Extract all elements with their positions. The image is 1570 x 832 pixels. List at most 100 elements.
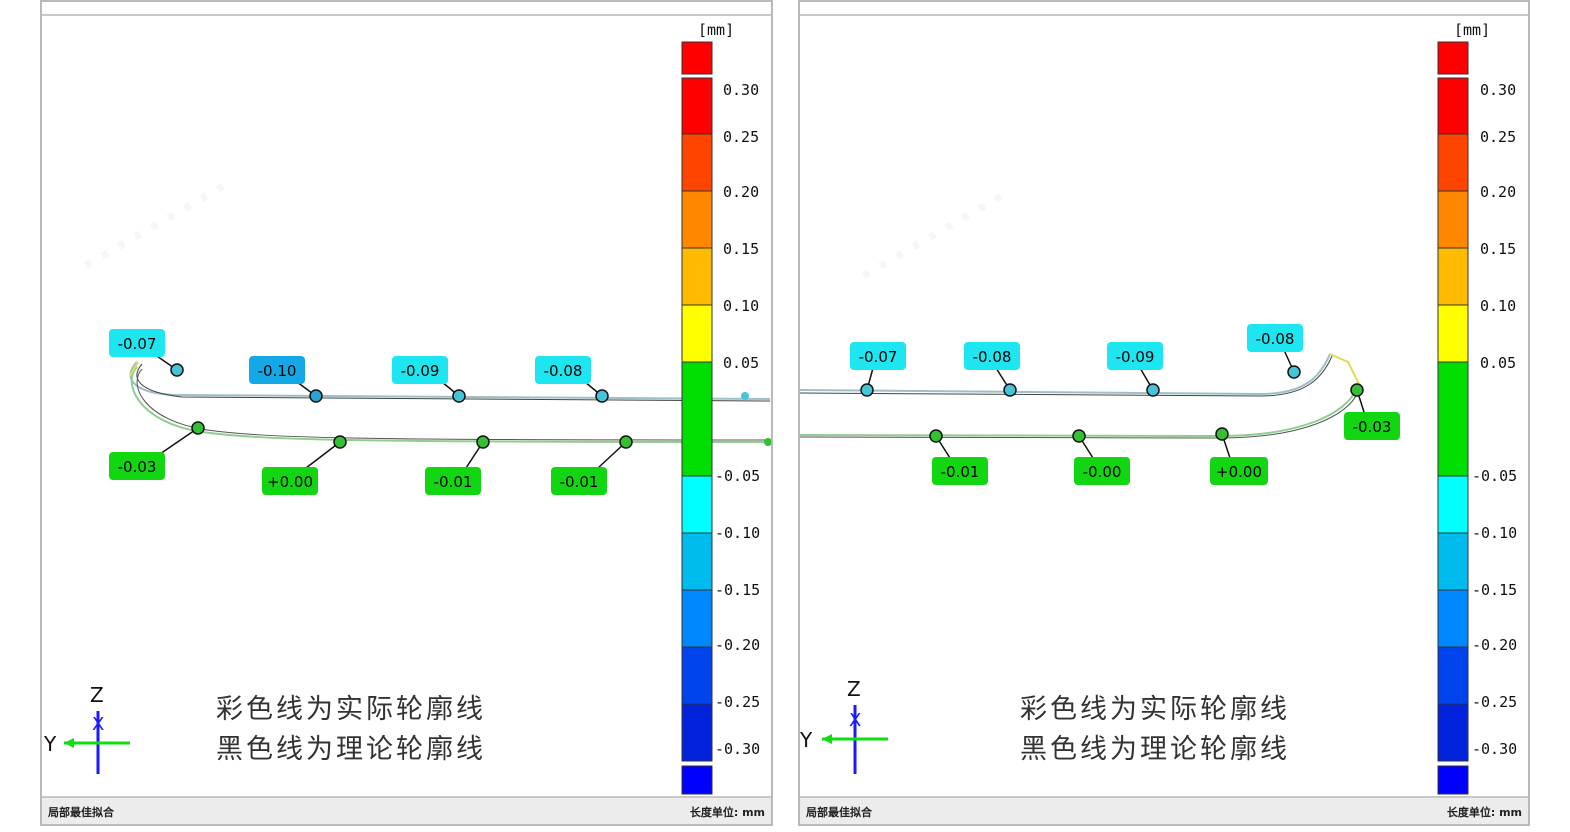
callout-top-1[interactable]: -0.07 [109,329,184,377]
svg-text:-0.03: -0.03 [118,458,157,476]
right-viewport[interactable]: ......... -0.07 -0.08 -0.09 [800,2,1528,798]
callout-bottom-4[interactable]: -0.03 [1344,383,1400,440]
svg-text:-0.08: -0.08 [973,348,1012,366]
svg-text:-0.09: -0.09 [401,362,440,380]
scale-band-band_020 [1437,190,1469,249]
scale-band-under [1437,765,1469,795]
svg-text:-0.01: -0.01 [434,473,473,491]
axis-triad: X Z Y [43,683,130,774]
actual-profile-lower [800,389,1357,438]
svg-text:-0.00: -0.00 [1083,463,1122,481]
theory-profile-upper [136,363,771,402]
scale-tick-label: 0.15 [1480,240,1516,258]
scale-tick-label: -0.10 [715,524,760,542]
callout-top-2[interactable]: -0.10 [249,356,323,403]
panel-footer: 局部最佳拟合 长度单位: mm [800,796,1528,824]
svg-text:-0.07: -0.07 [118,335,157,353]
scale-tick-label: 0.20 [1480,183,1516,201]
scale-tick-label: 0.30 [1480,81,1516,99]
footer-length-unit: 长度单位: mm [1446,806,1522,819]
legend-line-actual: 彩色线为实际轮廓线 [1020,694,1290,725]
left-panel: ......... -0.07 -0.10 -0.09 [40,0,773,826]
scale-tick-label: 0.25 [1480,128,1516,146]
scale-band-band_m010 [681,532,713,591]
callout-top-1[interactable]: -0.07 [850,342,906,397]
watermark: ......... [833,149,1017,295]
x-axis-cross-icon: X [849,710,861,731]
scale-band-band_025 [681,133,713,192]
panel-top-bar [42,2,771,16]
svg-text:-0.03: -0.03 [1353,418,1392,436]
scale-band-band_m025 [681,703,713,762]
scale-band-band_m005 [1437,475,1469,534]
axis-y-label: Y [800,728,813,752]
scale-band-over [681,41,713,75]
scale-band-band_015 [1437,247,1469,306]
theory-profile-upper [800,355,1333,397]
color-scale-bar: [mm] 0.30 0.25 0.20 0.15 0.10 0.05 -0.05 -0.10 -… [681,21,760,795]
callout-top-3[interactable]: -0.09 [1107,342,1163,397]
callout-bottom-2[interactable]: -0.00 [1072,429,1130,485]
svg-text:-0.09: -0.09 [1116,348,1155,366]
scale-band-band_green [681,361,713,477]
scale-tick-label: -0.30 [715,740,760,758]
footer-fit-mode: 局部最佳拟合 [806,806,872,819]
axis-z-label: Z [847,677,861,701]
color-scale-bar: [mm] 0.30 0.25 0.20 0.15 0.10 0.05 -0.05 -0.10 -… [1437,21,1517,795]
end-segment [129,361,139,377]
scale-tick-label: 0.30 [723,81,759,99]
scale-tick-label: -0.30 [1472,740,1517,758]
footer-length-unit: 长度单位: mm [689,806,765,819]
scale-band-band_010 [681,304,713,363]
left-viewport[interactable]: ......... -0.07 -0.10 -0.09 [42,2,771,798]
svg-text:-0.10: -0.10 [258,362,297,380]
scale-tick-label: -0.25 [1472,693,1517,711]
scale-band-band_green [1437,361,1469,477]
scale-tick-label: 0.20 [723,183,759,201]
svg-text:+0.00: +0.00 [1216,463,1262,481]
callout-bottom-1[interactable]: -0.03 [109,421,205,480]
scale-tick-label: -0.05 [715,467,760,485]
callout-top-4[interactable]: -0.08 [535,356,609,403]
callout-bottom-4[interactable]: -0.01 [551,435,633,495]
svg-text:-0.01: -0.01 [941,463,980,481]
scale-band-band_m020 [1437,646,1469,705]
scale-band-band_m015 [1437,589,1469,648]
scale-tick-label: -0.15 [1472,581,1517,599]
panel-top-bar [800,2,1528,16]
scale-tick-label: -0.15 [715,581,760,599]
actual-profile-upper [800,353,1331,396]
scale-tick-label: -0.05 [1472,467,1517,485]
callout-top-4[interactable]: -0.08 [1247,324,1303,379]
y-axis-arrow-icon [64,738,74,748]
callout-bottom-3[interactable]: +0.00 [1210,427,1268,485]
callout-bottom-3[interactable]: -0.01 [425,435,490,495]
scale-band-band_m020 [681,646,713,705]
callout-top-edge-point [741,392,749,400]
theory-profile-lower [136,368,771,441]
svg-text:-0.01: -0.01 [560,473,599,491]
scale-tick-label: 0.25 [723,128,759,146]
scale-unit-label: [mm] [698,21,734,39]
callout-bottom-2[interactable]: +0.00 [262,435,347,495]
footer-fit-mode: 局部最佳拟合 [48,806,114,819]
callout-top-3[interactable]: -0.09 [392,356,466,403]
scale-band-band_m010 [1437,532,1469,591]
axis-y-label: Y [43,732,57,756]
scale-tick-label: -0.20 [715,636,760,654]
end-segment [1329,353,1361,387]
legend-line-theory: 黑色线为理论轮廓线 [216,734,486,765]
scale-tick-label: 0.15 [723,240,759,258]
right-panel: ......... -0.07 -0.08 -0.09 [798,0,1530,826]
scale-unit-label: [mm] [1454,21,1490,39]
callout-bottom-1[interactable]: -0.01 [929,429,988,485]
y-axis-arrow-icon [822,734,832,744]
scale-band-band_025 [1437,133,1469,192]
svg-text:-0.08: -0.08 [1256,330,1295,348]
scale-band-band_030 [681,77,713,135]
callout-top-2[interactable]: -0.08 [964,342,1020,397]
scale-tick-label: 0.10 [723,297,759,315]
scale-tick-label: -0.20 [1472,636,1517,654]
scale-tick-label: -0.10 [1472,524,1517,542]
scale-tick-label: 0.05 [723,354,759,372]
